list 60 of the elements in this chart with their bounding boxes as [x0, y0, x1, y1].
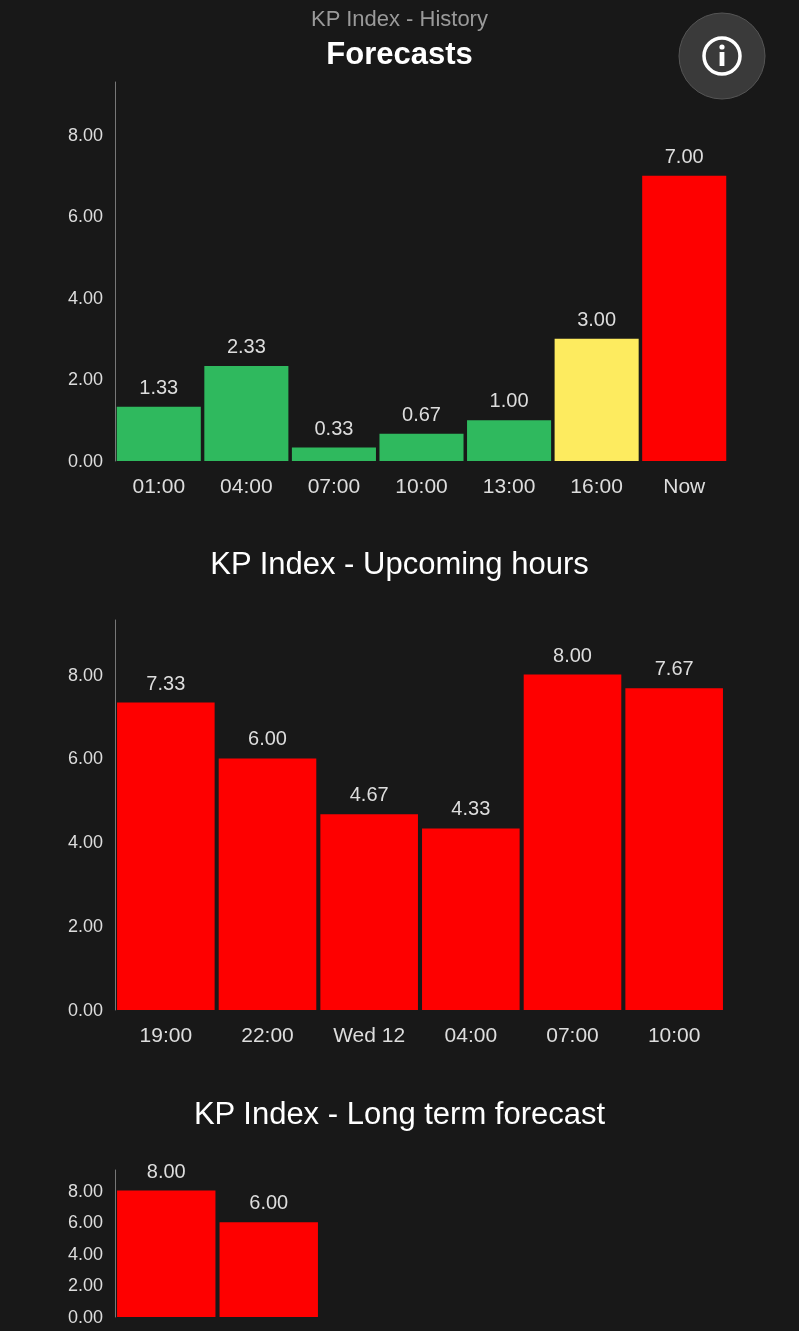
bar — [642, 175, 727, 461]
data-label: 4.33 — [451, 797, 491, 820]
y-tick-label: 6.00 — [67, 206, 103, 227]
data-label: 7.33 — [146, 671, 186, 694]
bar — [554, 338, 639, 461]
y-tick-label: 4.00 — [67, 832, 103, 853]
x-tick-label: 13:00 — [482, 474, 536, 497]
x-tick-label: Wed 12 — [333, 1023, 406, 1046]
bar — [379, 433, 464, 461]
y-tick-label: 0.00 — [67, 451, 103, 471]
data-label: 7.00 — [664, 144, 704, 167]
bar — [291, 447, 376, 461]
x-tick-label: 10:00 — [647, 1023, 701, 1046]
y-tick-label: 6.00 — [67, 748, 103, 769]
x-tick-label: 22:00 — [241, 1023, 294, 1046]
bar — [218, 758, 317, 1010]
bar — [320, 814, 418, 1010]
y-tick-label: 2.00 — [67, 369, 103, 390]
y-tick-label: 6.00 — [67, 1212, 103, 1233]
x-tick-label: 04:00 — [444, 1023, 498, 1046]
data-label: 8.00 — [146, 1159, 186, 1182]
data-label: 0.33 — [314, 416, 354, 439]
chart-title: KP Index - History — [311, 5, 488, 31]
data-label: 6.00 — [249, 1191, 289, 1214]
data-label: 6.00 — [248, 727, 287, 750]
y-tick-label: 8.00 — [67, 124, 103, 145]
x-tick-label: 10:00 — [395, 474, 448, 497]
x-tick-label: 07:00 — [307, 474, 361, 497]
bar — [523, 674, 622, 1010]
data-label: 2.33 — [226, 335, 266, 358]
y-tick-label: 8.00 — [67, 664, 103, 685]
bar — [204, 366, 289, 461]
y-tick-label: 0.00 — [67, 1307, 103, 1327]
x-tick-label: 19:00 — [139, 1023, 193, 1046]
chart-title: KP Index - Upcoming hours — [210, 546, 589, 581]
bar — [625, 688, 723, 1010]
data-label: 1.33 — [139, 375, 179, 398]
data-label: 3.00 — [577, 307, 617, 330]
y-tick-label: 4.00 — [67, 287, 103, 308]
data-label: 8.00 — [553, 643, 592, 666]
bar — [422, 828, 520, 1010]
x-tick-label: 01:00 — [132, 474, 186, 497]
data-label: 7.67 — [654, 657, 694, 680]
y-tick-label: 8.00 — [67, 1180, 103, 1201]
y-tick-label: 2.00 — [67, 916, 103, 937]
bar — [467, 420, 552, 461]
data-label: 4.67 — [349, 783, 389, 806]
x-tick-label: 07:00 — [546, 1023, 599, 1046]
text: Forecasts — [326, 36, 473, 71]
y-tick-label: 4.00 — [67, 1243, 103, 1264]
text: KP Index - Long term forecast — [193, 1096, 606, 1131]
y-tick-label: 0.00 — [67, 1000, 103, 1020]
x-tick-label: Now — [663, 474, 707, 497]
bar — [116, 406, 201, 461]
y-tick-label: 2.00 — [67, 1275, 103, 1296]
x-tick-label: 04:00 — [220, 474, 273, 497]
x-tick-label: 16:00 — [570, 474, 623, 497]
data-label: 0.67 — [402, 402, 441, 425]
bar — [117, 702, 215, 1010]
data-label: 1.00 — [489, 389, 529, 412]
